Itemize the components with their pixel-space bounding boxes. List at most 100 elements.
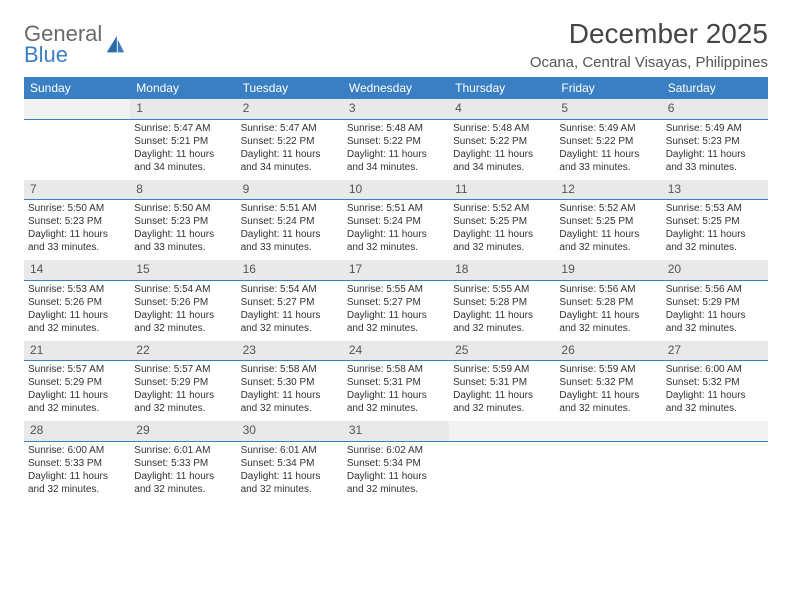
day-info-cell: Sunrise: 5:56 AMSunset: 5:28 PMDaylight:… bbox=[555, 280, 661, 341]
sunrise-line: Sunrise: 5:54 AM bbox=[134, 283, 232, 296]
sunrise-line: Sunrise: 5:53 AM bbox=[28, 283, 126, 296]
daylight-line: Daylight: 11 hours and 32 minutes. bbox=[347, 470, 445, 496]
sunset-line: Sunset: 5:31 PM bbox=[453, 376, 551, 389]
brand-logo: General Blue bbox=[24, 18, 126, 66]
sunset-line: Sunset: 5:26 PM bbox=[28, 296, 126, 309]
day-number-cell: 4 bbox=[449, 99, 555, 119]
day-number-cell: 29 bbox=[130, 421, 236, 441]
sunset-line: Sunset: 5:33 PM bbox=[28, 457, 126, 470]
day-info-cell: Sunrise: 6:00 AMSunset: 5:32 PMDaylight:… bbox=[662, 361, 768, 422]
weekday-header: Friday bbox=[555, 77, 661, 99]
day-info-cell: Sunrise: 5:47 AMSunset: 5:22 PMDaylight:… bbox=[237, 119, 343, 180]
day-number-cell: 10 bbox=[343, 180, 449, 200]
daylight-line: Daylight: 11 hours and 32 minutes. bbox=[347, 389, 445, 415]
daylight-line: Daylight: 11 hours and 33 minutes. bbox=[28, 228, 126, 254]
sunset-line: Sunset: 5:29 PM bbox=[28, 376, 126, 389]
weekday-header: Tuesday bbox=[237, 77, 343, 99]
day-number-cell: 5 bbox=[555, 99, 661, 119]
daylight-line: Daylight: 11 hours and 32 minutes. bbox=[28, 309, 126, 335]
day-number-cell: 13 bbox=[662, 180, 768, 200]
day-number-cell: 26 bbox=[555, 341, 661, 361]
day-number-cell: 23 bbox=[237, 341, 343, 361]
day-number-cell: 6 bbox=[662, 99, 768, 119]
day-info-cell bbox=[24, 119, 130, 180]
sunset-line: Sunset: 5:25 PM bbox=[666, 215, 764, 228]
sunset-line: Sunset: 5:34 PM bbox=[347, 457, 445, 470]
day-info-cell: Sunrise: 5:50 AMSunset: 5:23 PMDaylight:… bbox=[24, 200, 130, 261]
calendar-page: General Blue December 2025 Ocana, Centra… bbox=[0, 0, 792, 512]
sunrise-line: Sunrise: 5:48 AM bbox=[453, 122, 551, 135]
calendar-body: 123456 Sunrise: 5:47 AMSunset: 5:21 PMDa… bbox=[24, 99, 768, 502]
sunrise-line: Sunrise: 6:00 AM bbox=[28, 444, 126, 457]
weekday-header: Thursday bbox=[449, 77, 555, 99]
sunrise-line: Sunrise: 6:02 AM bbox=[347, 444, 445, 457]
day-info-cell: Sunrise: 5:55 AMSunset: 5:28 PMDaylight:… bbox=[449, 280, 555, 341]
day-number-cell: 11 bbox=[449, 180, 555, 200]
sunset-line: Sunset: 5:29 PM bbox=[134, 376, 232, 389]
sunrise-line: Sunrise: 5:59 AM bbox=[559, 363, 657, 376]
daylight-line: Daylight: 11 hours and 32 minutes. bbox=[347, 309, 445, 335]
daylight-line: Daylight: 11 hours and 33 minutes. bbox=[241, 228, 339, 254]
sunrise-line: Sunrise: 6:00 AM bbox=[666, 363, 764, 376]
day-number-cell: 30 bbox=[237, 421, 343, 441]
day-number-cell: 3 bbox=[343, 99, 449, 119]
day-info-cell bbox=[449, 441, 555, 502]
day-info-cell: Sunrise: 5:58 AMSunset: 5:30 PMDaylight:… bbox=[237, 361, 343, 422]
day-number-row: 28293031 bbox=[24, 421, 768, 441]
daylight-line: Daylight: 11 hours and 32 minutes. bbox=[134, 309, 232, 335]
day-info-cell: Sunrise: 5:57 AMSunset: 5:29 PMDaylight:… bbox=[130, 361, 236, 422]
sunset-line: Sunset: 5:27 PM bbox=[241, 296, 339, 309]
sunrise-line: Sunrise: 6:01 AM bbox=[241, 444, 339, 457]
day-number-cell bbox=[24, 99, 130, 119]
day-number-row: 78910111213 bbox=[24, 180, 768, 200]
daylight-line: Daylight: 11 hours and 34 minutes. bbox=[134, 148, 232, 174]
day-info-cell: Sunrise: 5:54 AMSunset: 5:26 PMDaylight:… bbox=[130, 280, 236, 341]
day-info-cell: Sunrise: 5:53 AMSunset: 5:25 PMDaylight:… bbox=[662, 200, 768, 261]
daylight-line: Daylight: 11 hours and 33 minutes. bbox=[559, 148, 657, 174]
sunrise-line: Sunrise: 5:58 AM bbox=[241, 363, 339, 376]
sunset-line: Sunset: 5:24 PM bbox=[347, 215, 445, 228]
sunset-line: Sunset: 5:22 PM bbox=[453, 135, 551, 148]
day-info-cell bbox=[662, 441, 768, 502]
day-info-cell: Sunrise: 5:55 AMSunset: 5:27 PMDaylight:… bbox=[343, 280, 449, 341]
sunrise-line: Sunrise: 5:50 AM bbox=[28, 202, 126, 215]
day-number-cell bbox=[662, 421, 768, 441]
daylight-line: Daylight: 11 hours and 32 minutes. bbox=[28, 389, 126, 415]
sunrise-line: Sunrise: 5:52 AM bbox=[453, 202, 551, 215]
sunrise-line: Sunrise: 5:47 AM bbox=[241, 122, 339, 135]
sunset-line: Sunset: 5:29 PM bbox=[666, 296, 764, 309]
sunrise-line: Sunrise: 5:55 AM bbox=[453, 283, 551, 296]
weekday-header: Wednesday bbox=[343, 77, 449, 99]
day-info-cell: Sunrise: 6:01 AMSunset: 5:33 PMDaylight:… bbox=[130, 441, 236, 502]
sunset-line: Sunset: 5:22 PM bbox=[241, 135, 339, 148]
sunset-line: Sunset: 5:23 PM bbox=[666, 135, 764, 148]
sunset-line: Sunset: 5:22 PM bbox=[347, 135, 445, 148]
sunrise-line: Sunrise: 5:54 AM bbox=[241, 283, 339, 296]
daylight-line: Daylight: 11 hours and 34 minutes. bbox=[453, 148, 551, 174]
day-info-cell: Sunrise: 5:59 AMSunset: 5:32 PMDaylight:… bbox=[555, 361, 661, 422]
sunset-line: Sunset: 5:26 PM bbox=[134, 296, 232, 309]
day-number-cell: 28 bbox=[24, 421, 130, 441]
sunrise-line: Sunrise: 5:53 AM bbox=[666, 202, 764, 215]
day-info-cell: Sunrise: 5:54 AMSunset: 5:27 PMDaylight:… bbox=[237, 280, 343, 341]
sunset-line: Sunset: 5:22 PM bbox=[559, 135, 657, 148]
day-number-cell: 21 bbox=[24, 341, 130, 361]
brand-line2: Blue bbox=[24, 45, 102, 66]
day-number-cell: 7 bbox=[24, 180, 130, 200]
sunrise-line: Sunrise: 5:49 AM bbox=[559, 122, 657, 135]
day-info-cell: Sunrise: 5:52 AMSunset: 5:25 PMDaylight:… bbox=[555, 200, 661, 261]
daylight-line: Daylight: 11 hours and 32 minutes. bbox=[241, 389, 339, 415]
day-info-cell: Sunrise: 5:59 AMSunset: 5:31 PMDaylight:… bbox=[449, 361, 555, 422]
sunrise-line: Sunrise: 5:48 AM bbox=[347, 122, 445, 135]
daylight-line: Daylight: 11 hours and 32 minutes. bbox=[453, 389, 551, 415]
day-info-cell: Sunrise: 5:49 AMSunset: 5:22 PMDaylight:… bbox=[555, 119, 661, 180]
day-info-row: Sunrise: 6:00 AMSunset: 5:33 PM Daylight:… bbox=[24, 441, 768, 502]
sunset-line: Sunset: 5:24 PM bbox=[241, 215, 339, 228]
sunset-line: Sunset: 5:25 PM bbox=[453, 215, 551, 228]
day-number-cell: 2 bbox=[237, 99, 343, 119]
day-number-row: 123456 bbox=[24, 99, 768, 119]
daylight-line: Daylight: 11 hours and 32 minutes. bbox=[453, 228, 551, 254]
calendar-header-row: SundayMondayTuesdayWednesdayThursdayFrid… bbox=[24, 77, 768, 99]
sunset-line: Sunset: 5:34 PM bbox=[241, 457, 339, 470]
location-subtitle: Ocana, Central Visayas, Philippines bbox=[530, 54, 768, 71]
